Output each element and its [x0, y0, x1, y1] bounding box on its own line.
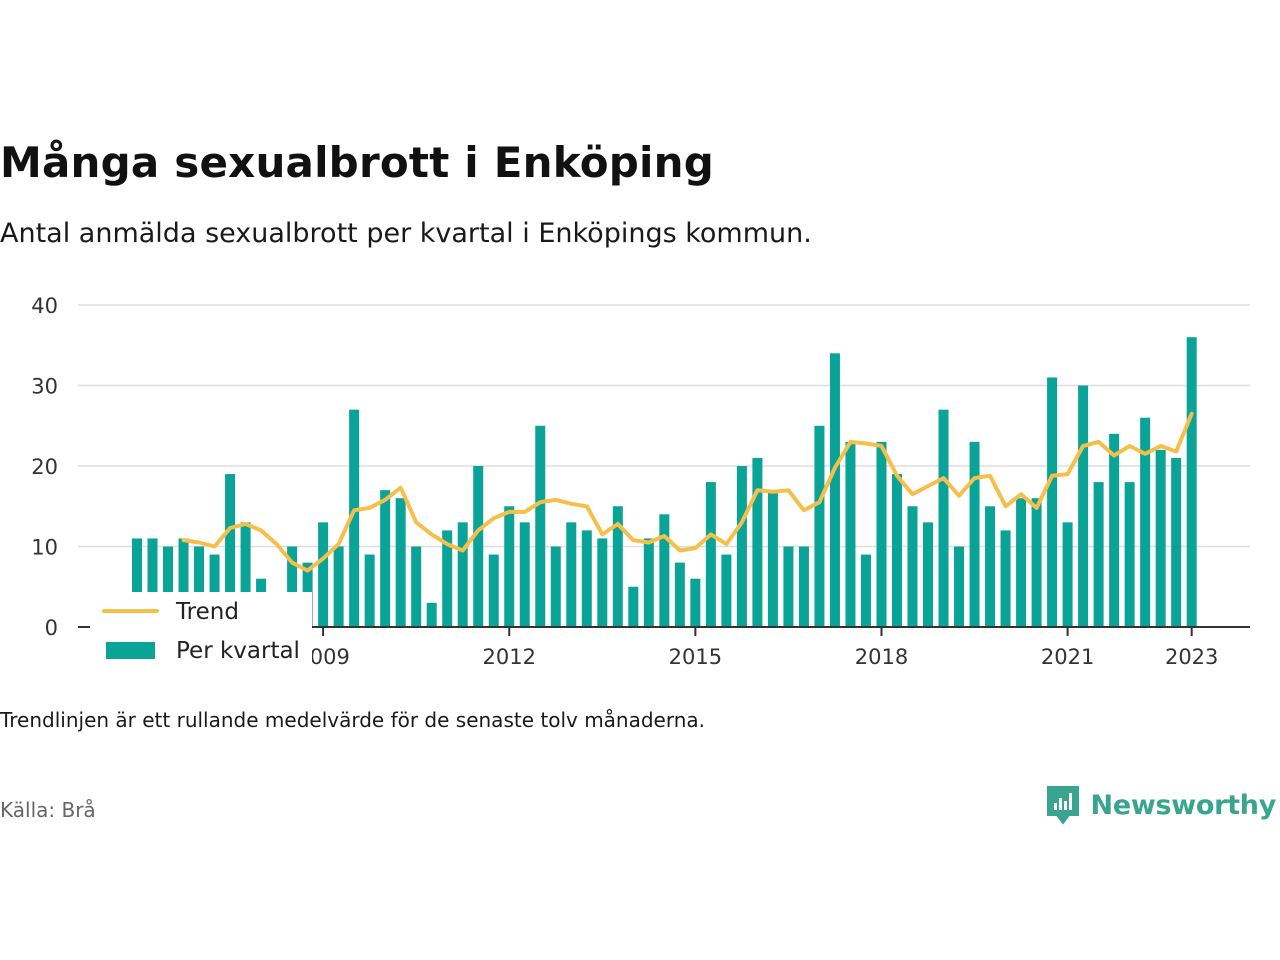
bar [426, 602, 437, 627]
y-tick-label: 30 [31, 375, 58, 399]
bar [163, 546, 174, 627]
bar [550, 546, 561, 627]
bar [1124, 482, 1135, 627]
bar [395, 498, 406, 627]
trend-note: Trendlinjen är ett rullande medelvärde f… [0, 708, 706, 732]
bar [1062, 522, 1073, 627]
bar [1000, 530, 1011, 627]
trend-line [181, 411, 1194, 573]
bar [380, 490, 391, 627]
bar [752, 457, 763, 627]
bar [736, 466, 747, 627]
bar [473, 466, 484, 627]
bar [597, 538, 608, 627]
x-tick-label: 2023 [1165, 645, 1218, 669]
bar [938, 409, 949, 627]
bar [643, 538, 654, 627]
bar [1016, 498, 1027, 627]
x-tick-label: 2012 [483, 645, 536, 669]
bar [318, 522, 329, 627]
chart-title: Många sexualbrott i Enköping [0, 138, 714, 187]
bar [287, 546, 298, 627]
bar [767, 490, 778, 627]
legend: Trend Per kvartal [90, 592, 312, 674]
bar [349, 409, 360, 627]
legend-bar-label: Per kvartal [176, 638, 300, 664]
legend-bar-swatch [106, 642, 155, 659]
bar [457, 522, 468, 627]
bar [1047, 377, 1058, 627]
bar [1171, 457, 1182, 627]
bar [1109, 433, 1120, 627]
bar [209, 554, 220, 627]
bar [783, 546, 794, 627]
bar [674, 562, 685, 627]
bar [659, 514, 670, 627]
legend-background [90, 592, 312, 674]
bar [1078, 385, 1089, 627]
bar-series [132, 337, 1197, 627]
bar [411, 546, 422, 627]
y-tick-label: 10 [31, 536, 58, 560]
y-tick-label: 0 [45, 616, 58, 640]
bar [721, 554, 732, 627]
bar [612, 506, 623, 627]
newsworthy-logo[interactable]: Newsworthy [1045, 784, 1276, 826]
source-label: Källa: Brå [0, 798, 96, 822]
bar [876, 441, 887, 627]
bar [488, 554, 499, 627]
bar [1140, 417, 1151, 627]
bar [364, 554, 375, 627]
y-tick-label: 20 [31, 455, 58, 479]
bar [194, 546, 205, 627]
x-tick-label: 2018 [855, 645, 908, 669]
bar [1031, 498, 1042, 627]
brand-name: Newsworthy [1090, 789, 1277, 821]
bar [891, 474, 902, 627]
bar [519, 522, 530, 627]
x-tick-label: 2021 [1041, 645, 1094, 669]
bar [504, 506, 515, 627]
bar [969, 441, 980, 627]
bar [814, 425, 825, 627]
y-tick-label: 40 [31, 294, 58, 318]
y-axis-labels: 0 10 20 30 40 [31, 294, 58, 640]
legend-trend-label: Trend [175, 599, 239, 625]
bar [907, 506, 918, 627]
bar [705, 482, 716, 627]
bar [985, 506, 996, 627]
bar [1093, 482, 1104, 627]
bar [954, 546, 965, 627]
bar [798, 546, 809, 627]
bar [442, 530, 453, 627]
bar [860, 554, 871, 627]
newsworthy-logo-icon [1046, 786, 1079, 825]
x-tick-label: 2015 [669, 645, 722, 669]
bar [690, 578, 701, 627]
chart-subtitle: Antal anmälda sexualbrott per kvartal i … [0, 218, 812, 249]
bar [535, 425, 546, 627]
bar [581, 530, 592, 627]
gridlines [78, 304, 1250, 548]
bar [1186, 337, 1197, 627]
bar [240, 522, 251, 627]
bar [147, 538, 158, 627]
bar [923, 522, 934, 627]
bar [845, 441, 856, 627]
bar [628, 586, 639, 627]
bar [566, 522, 577, 627]
bar [1155, 449, 1166, 627]
bar [829, 353, 840, 627]
bar [178, 538, 189, 627]
bar [225, 474, 236, 627]
bar [132, 538, 142, 627]
bar [333, 546, 344, 627]
